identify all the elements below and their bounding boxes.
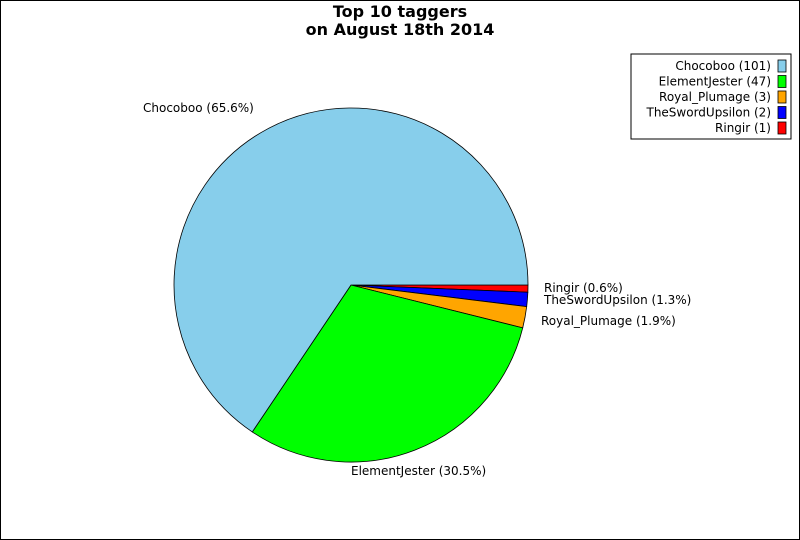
legend-label-theswordupsilon: TheSwordUpsilon (2): [645, 106, 771, 120]
slice-label-theswordupsilon: TheSwordUpsilon (1.3%): [543, 293, 691, 307]
chart-title-line-2: on August 18th 2014: [306, 20, 495, 39]
legend-label-chocoboo: Chocoboo (101): [675, 59, 771, 73]
legend: Chocoboo (101) ElementJester (47)Royal_Pl…: [630, 53, 792, 140]
legend-label-royal-plumage: Royal_Plumage (3): [659, 90, 771, 104]
pie-slice-chocoboo: [173, 107, 529, 433]
pie-slice-elementjester: [251, 284, 524, 463]
slice-label-ringir: Ringir (0.6%): [544, 281, 623, 295]
slice-label-royal-plumage: Royal_Plumage (1.9%): [541, 314, 676, 328]
slice-label-chocoboo: Chocoboo (65.6%): [143, 101, 254, 115]
legend-label-ringir: Ringir (1): [715, 121, 771, 135]
pie-slice-labels: Chocoboo (65.6%) ElementJester (30.5%) Roy…: [143, 101, 691, 478]
legend-swatch-theswordupsilon: [777, 106, 787, 119]
slice-label-elementjester: ElementJester (30.5%): [351, 464, 486, 478]
legend-swatch-chocoboo: [777, 59, 787, 73]
legend-swatch-elementjester: [777, 75, 787, 88]
chart-title-line-1: Top 10 taggers: [333, 2, 467, 21]
legend-swatch-royal-plumage: [777, 90, 787, 104]
legend-swatch-ringir: [777, 121, 787, 135]
legend-label-elementjester: ElementJester (47): [659, 75, 771, 89]
pie-slices: [173, 107, 529, 463]
legend-box: [630, 53, 792, 140]
